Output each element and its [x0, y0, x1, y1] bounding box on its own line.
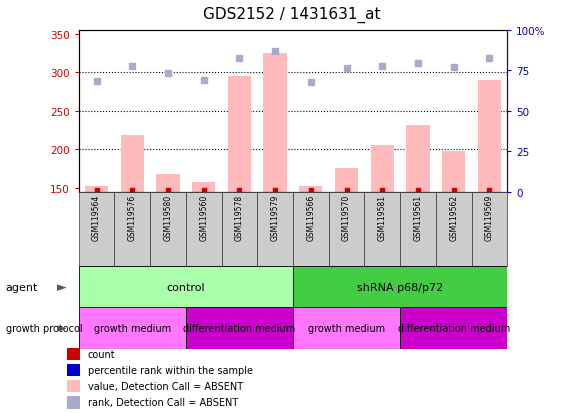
Point — [413, 61, 423, 67]
Text: GSM119579: GSM119579 — [271, 194, 280, 240]
Point — [378, 188, 387, 194]
Bar — [293, 308, 400, 349]
Text: value, Detection Call = ABSENT: value, Detection Call = ABSENT — [87, 381, 243, 391]
Point — [484, 188, 494, 194]
Bar — [264, 54, 287, 192]
Bar — [67, 396, 80, 408]
Point — [128, 188, 137, 194]
Bar — [186, 308, 293, 349]
Text: GSM119570: GSM119570 — [342, 194, 351, 240]
Text: GSM119576: GSM119576 — [128, 194, 137, 240]
Text: GSM119578: GSM119578 — [235, 194, 244, 240]
Bar — [114, 192, 150, 266]
Point — [92, 78, 101, 85]
Bar — [150, 192, 186, 266]
Bar — [192, 182, 215, 192]
Bar — [121, 136, 144, 192]
Bar — [85, 187, 108, 192]
Point — [449, 64, 458, 71]
Bar — [67, 380, 80, 392]
Bar — [67, 348, 80, 361]
Text: shRNA p68/p72: shRNA p68/p72 — [357, 282, 443, 292]
Point — [199, 188, 208, 194]
Point — [342, 188, 351, 194]
Text: GSM119581: GSM119581 — [378, 194, 387, 240]
Bar — [257, 192, 293, 266]
Bar — [79, 308, 186, 349]
Point — [199, 78, 208, 84]
Bar — [406, 125, 430, 192]
Text: GSM119564: GSM119564 — [92, 194, 101, 240]
Text: ►: ► — [57, 280, 67, 294]
Text: GSM119561: GSM119561 — [413, 194, 423, 240]
Text: GDS2152 / 1431631_at: GDS2152 / 1431631_at — [203, 6, 380, 23]
Point — [306, 188, 315, 194]
Text: GSM119569: GSM119569 — [485, 194, 494, 240]
Bar — [79, 192, 114, 266]
Bar — [335, 169, 358, 192]
Point — [235, 55, 244, 62]
Point — [235, 188, 244, 194]
Text: GSM119560: GSM119560 — [199, 194, 208, 240]
Bar — [186, 192, 222, 266]
Bar — [228, 77, 251, 192]
Text: GSM119580: GSM119580 — [163, 194, 173, 240]
Point — [449, 188, 458, 194]
Text: growth medium: growth medium — [94, 323, 171, 333]
Text: GSM119566: GSM119566 — [306, 194, 315, 240]
Text: ►: ► — [57, 322, 67, 335]
Text: growth medium: growth medium — [308, 323, 385, 333]
Point — [128, 64, 137, 70]
Bar — [67, 364, 80, 377]
Bar — [79, 266, 293, 308]
Bar — [400, 308, 507, 349]
Bar — [293, 266, 507, 308]
Text: differentiation medium: differentiation medium — [183, 323, 296, 333]
Text: percentile rank within the sample: percentile rank within the sample — [87, 365, 252, 375]
Bar — [299, 187, 322, 192]
Text: control: control — [167, 282, 205, 292]
Point — [484, 55, 494, 62]
Bar — [400, 192, 436, 266]
Bar — [436, 192, 472, 266]
Point — [92, 188, 101, 194]
Text: agent: agent — [6, 282, 38, 292]
Bar — [222, 192, 257, 266]
Bar — [442, 152, 465, 192]
Text: GSM119562: GSM119562 — [449, 194, 458, 240]
Text: growth protocol: growth protocol — [6, 323, 82, 333]
Point — [413, 188, 423, 194]
Bar — [472, 192, 507, 266]
Point — [342, 66, 351, 73]
Point — [378, 64, 387, 70]
Point — [271, 48, 280, 55]
Text: count: count — [87, 349, 115, 359]
Bar — [156, 174, 180, 192]
Text: rank, Detection Call = ABSENT: rank, Detection Call = ABSENT — [87, 397, 238, 407]
Point — [163, 188, 173, 194]
Bar — [477, 81, 501, 192]
Bar — [371, 146, 394, 192]
Bar — [329, 192, 364, 266]
Text: differentiation medium: differentiation medium — [398, 323, 510, 333]
Bar — [364, 192, 400, 266]
Point — [306, 79, 315, 85]
Point — [163, 71, 173, 77]
Bar — [293, 192, 329, 266]
Point — [271, 188, 280, 194]
